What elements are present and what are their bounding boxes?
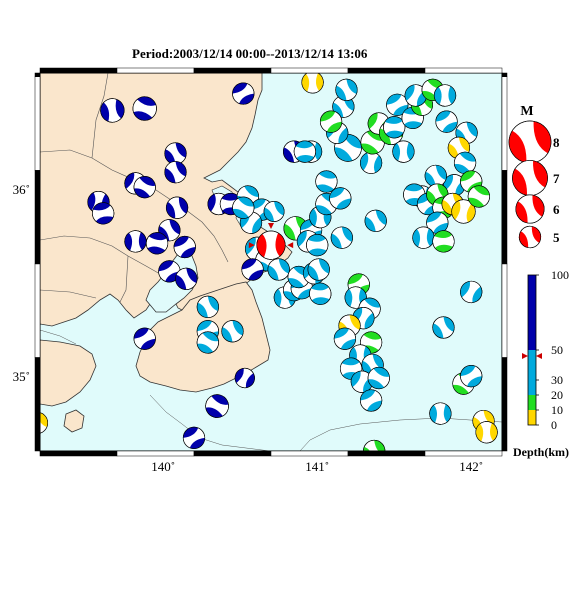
focal-mechanism: [241, 258, 264, 281]
magnitude-legend-ball: [515, 194, 545, 224]
focal-mechanism: [232, 82, 255, 105]
depth-legend-title: Depth(km): [513, 445, 569, 459]
focal-mechanism: [367, 366, 390, 390]
focal-mechanism: [293, 140, 316, 163]
focal-mechanism: [319, 110, 343, 133]
focal-mechanism: [335, 78, 358, 101]
depth-band: [528, 410, 536, 425]
depth-marker: [536, 353, 542, 359]
focal-mechanism: [386, 93, 409, 116]
focal-mechanism: [196, 295, 219, 319]
magnitude-legend-ball: [508, 120, 552, 164]
focal-mechanism: [467, 185, 490, 208]
frame-scale-bars: [34, 67, 508, 457]
depth-tick-label: 10: [551, 403, 563, 417]
focal-mechanism: [460, 365, 483, 388]
focal-mechanism: [429, 402, 452, 425]
focal-mechanism: [383, 116, 406, 139]
depth-band: [528, 275, 536, 350]
focal-mechanism: [124, 230, 147, 253]
axis-labels: 140˚ 141˚ 142˚ 35˚ 36˚: [13, 182, 483, 474]
focal-mechanism: [173, 235, 196, 259]
focal-mechanism: [435, 110, 458, 133]
focal-mechanism: [133, 176, 156, 199]
focal-mechanism: [164, 142, 187, 165]
focal-mechanism: [267, 258, 290, 281]
magnitude-legend: M 8 7 6 5: [508, 104, 560, 249]
focal-mechanism: [40, 412, 49, 434]
depth-band: [528, 395, 536, 410]
focal-mechanism: [329, 187, 352, 210]
depth-band: [528, 350, 536, 395]
focal-mechanism: [221, 320, 244, 343]
focal-mechanism: [426, 211, 449, 234]
depth-marker: [522, 353, 528, 359]
mechanism-layer: [40, 73, 498, 451]
longitude-label: 141˚: [305, 459, 329, 474]
focal-mechanism: [307, 258, 330, 281]
focal-mechanism: [263, 201, 285, 222]
focal-mechanism: [333, 327, 357, 350]
focal-mechanism: [432, 316, 455, 339]
focal-mechanism: [392, 140, 415, 163]
magnitude-legend-label: 5: [553, 230, 560, 245]
magnitude-legend-label: 6: [553, 202, 560, 217]
focal-mechanism: [360, 389, 383, 412]
focal-mechanism: [360, 151, 383, 174]
focal-mechanism: [432, 230, 455, 253]
focal-mechanism: [403, 183, 426, 206]
focal-mechanism: [205, 394, 229, 418]
focal-mechanism: [196, 331, 219, 354]
focal-mechanism: [256, 230, 286, 260]
focal-mechanism: [315, 170, 338, 193]
focal-mechanism: [232, 196, 255, 219]
depth-tick-label: 50: [551, 343, 563, 357]
focal-mechanism: [433, 84, 457, 107]
land-izu: [40, 339, 97, 407]
focal-mechanism: [460, 280, 483, 304]
focal-mechanism: [475, 421, 498, 444]
depth-tick-label: 20: [551, 388, 563, 402]
focal-mechanism: [363, 439, 386, 451]
period-label: Period:2003/12/14 00:00--2013/12/14 13:0…: [132, 46, 368, 61]
focal-mechanism: [309, 282, 332, 305]
focal-mechanism: [145, 232, 169, 255]
focal-mechanism: [306, 234, 329, 257]
focal-mechanism: [164, 161, 187, 184]
focal-mechanism: [165, 196, 189, 219]
longitude-label: 140˚: [151, 459, 175, 474]
focal-mechanism: [404, 84, 427, 107]
focal-mechanism: [234, 367, 255, 389]
longitude-label: 142˚: [459, 459, 483, 474]
focal-mechanism: [301, 73, 324, 94]
depth-tick-label: 0: [551, 418, 557, 432]
focal-mechanism: [133, 327, 156, 350]
focal-mechanism: [100, 98, 125, 123]
focal-mechanism: [175, 267, 198, 290]
magnitude-legend-label: 7: [553, 171, 560, 186]
latitude-label: 36˚: [13, 182, 30, 197]
focal-mechanism: [92, 202, 115, 225]
magnitude-legend-title: M: [520, 104, 533, 119]
focal-mechanism: [364, 209, 387, 232]
magnitude-legend-ball: [518, 225, 542, 249]
focal-mechanism: [330, 226, 353, 249]
depth-tick-label: 100: [551, 268, 569, 282]
focal-mechanism: [132, 96, 157, 121]
focal-mechanism: [424, 164, 447, 188]
magnitude-legend-ball: [512, 160, 548, 196]
focal-mechanism: [182, 426, 206, 450]
prefecture-borders: [40, 73, 229, 303]
latitude-label: 35˚: [13, 369, 30, 384]
magnitude-legend-label: 8: [553, 135, 560, 150]
focal-mechanism: [453, 151, 477, 174]
depth-tick-label: 30: [551, 373, 563, 387]
land-oshima: [63, 409, 85, 433]
